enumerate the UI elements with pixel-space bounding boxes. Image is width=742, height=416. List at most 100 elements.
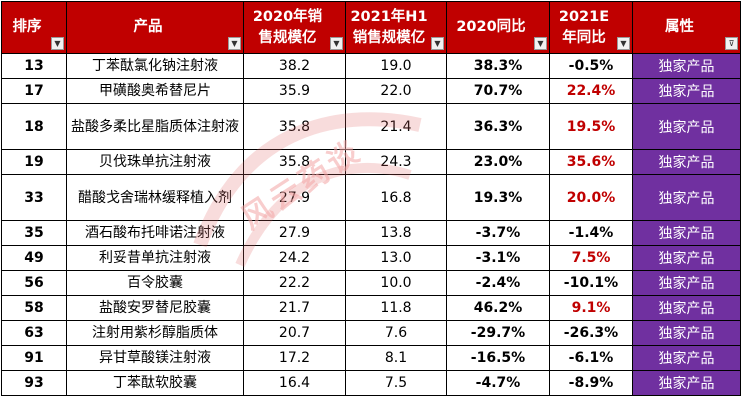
cell-product[interactable]: 注射用紫杉醇脂质体 [66, 320, 244, 346]
filter-dropdown-icon[interactable]: ▼ [330, 37, 343, 50]
cell-sales-2021h1[interactable]: 7.6 [345, 320, 447, 346]
table-row: 56 百令胶囊 22.2 10.0 -2.4% -10.1% 独家产品 [1, 270, 741, 296]
cell-attribute[interactable]: 独家产品 [632, 270, 741, 296]
cell-sales-2020[interactable]: 20.7 [243, 320, 346, 346]
cell-sales-2020[interactable]: 27.9 [243, 220, 346, 246]
filter-dropdown-icon[interactable]: ▼ [534, 37, 547, 50]
cell-sales-2021h1[interactable]: 7.5 [345, 370, 447, 396]
cell-yoy-2021e[interactable]: -10.1% [549, 270, 633, 296]
cell-rank[interactable]: 91 [1, 345, 67, 371]
cell-yoy-2020[interactable]: 38.3% [446, 53, 550, 79]
cell-sales-2021h1[interactable]: 16.8 [345, 174, 447, 221]
cell-product[interactable]: 盐酸安罗替尼胶囊 [66, 295, 244, 321]
cell-yoy-2021e[interactable]: 20.0% [549, 174, 633, 221]
cell-yoy-2020[interactable]: -16.5% [446, 345, 550, 371]
table-row: 13 丁苯酞氯化钠注射液 38.2 19.0 38.3% -0.5% 独家产品 [1, 53, 741, 79]
filter-dropdown-icon[interactable]: ▼ [617, 37, 630, 50]
cell-product[interactable]: 百令胶囊 [66, 270, 244, 296]
table-row: 58 盐酸安罗替尼胶囊 21.7 11.8 46.2% 9.1% 独家产品 [1, 295, 741, 321]
cell-sales-2021h1[interactable]: 10.0 [345, 270, 447, 296]
cell-rank[interactable]: 18 [1, 103, 67, 150]
cell-product[interactable]: 异甘草酸镁注射液 [66, 345, 244, 371]
cell-sales-2021h1[interactable]: 13.8 [345, 220, 447, 246]
cell-yoy-2020[interactable]: 70.7% [446, 78, 550, 104]
cell-yoy-2020[interactable]: -3.1% [446, 245, 550, 271]
cell-attribute[interactable]: 独家产品 [632, 103, 741, 150]
cell-product[interactable]: 丁苯酞软胶囊 [66, 370, 244, 396]
cell-product[interactable]: 盐酸多柔比星脂质体注射液 [66, 103, 244, 150]
cell-sales-2020[interactable]: 35.9 [243, 78, 346, 104]
cell-yoy-2020[interactable]: 19.3% [446, 174, 550, 221]
cell-yoy-2020[interactable]: -29.7% [446, 320, 550, 346]
cell-attribute[interactable]: 独家产品 [632, 220, 741, 246]
header-rank-label: 排序 [12, 19, 42, 35]
cell-yoy-2021e[interactable]: 7.5% [549, 245, 633, 271]
cell-attribute[interactable]: 独家产品 [632, 78, 741, 104]
cell-sales-2021h1[interactable]: 13.0 [345, 245, 447, 271]
cell-attribute[interactable]: 独家产品 [632, 295, 741, 321]
cell-sales-2020[interactable]: 22.2 [243, 270, 346, 296]
cell-attribute[interactable]: 独家产品 [632, 345, 741, 371]
cell-yoy-2021e[interactable]: -6.1% [549, 345, 633, 371]
cell-sales-2020[interactable]: 27.9 [243, 174, 346, 221]
cell-rank[interactable]: 93 [1, 370, 67, 396]
cell-sales-2020[interactable]: 21.7 [243, 295, 346, 321]
cell-sales-2021h1[interactable]: 19.0 [345, 53, 447, 79]
cell-product[interactable]: 贝伐珠单抗注射液 [66, 149, 244, 175]
cell-rank[interactable]: 56 [1, 270, 67, 296]
header-yoy-2021e-label: 2021E年同比 [558, 8, 610, 46]
cell-product[interactable]: 醋酸戈舍瑞林缓释植入剂 [66, 174, 244, 221]
header-rank: 排序 ▼ [1, 1, 67, 54]
cell-attribute[interactable]: 独家产品 [632, 174, 741, 221]
cell-rank[interactable]: 17 [1, 78, 67, 104]
cell-sales-2020[interactable]: 38.2 [243, 53, 346, 79]
cell-rank[interactable]: 63 [1, 320, 67, 346]
cell-yoy-2021e[interactable]: 9.1% [549, 295, 633, 321]
cell-yoy-2021e[interactable]: 22.4% [549, 78, 633, 104]
cell-sales-2020[interactable]: 35.8 [243, 149, 346, 175]
cell-product[interactable]: 丁苯酞氯化钠注射液 [66, 53, 244, 79]
cell-yoy-2020[interactable]: -3.7% [446, 220, 550, 246]
cell-yoy-2021e[interactable]: -8.9% [549, 370, 633, 396]
cell-rank[interactable]: 13 [1, 53, 67, 79]
cell-yoy-2020[interactable]: -2.4% [446, 270, 550, 296]
cell-attribute[interactable]: 独家产品 [632, 320, 741, 346]
cell-product[interactable]: 利妥昔单抗注射液 [66, 245, 244, 271]
cell-sales-2020[interactable]: 16.4 [243, 370, 346, 396]
cell-attribute[interactable]: 独家产品 [632, 370, 741, 396]
table-row: 93 丁苯酞软胶囊 16.4 7.5 -4.7% -8.9% 独家产品 [1, 370, 741, 396]
cell-attribute[interactable]: 独家产品 [632, 149, 741, 175]
cell-sales-2020[interactable]: 35.8 [243, 103, 346, 150]
cell-rank[interactable]: 35 [1, 220, 67, 246]
cell-sales-2020[interactable]: 24.2 [243, 245, 346, 271]
table-row: 35 酒石酸布托啡诺注射液 27.9 13.8 -3.7% -1.4% 独家产品 [1, 220, 741, 246]
cell-yoy-2021e[interactable]: -1.4% [549, 220, 633, 246]
filter-dropdown-icon[interactable]: ▼ [431, 37, 444, 50]
filter-active-icon[interactable]: ⊽ [725, 37, 738, 50]
cell-yoy-2021e[interactable]: 35.6% [549, 149, 633, 175]
cell-attribute[interactable]: 独家产品 [632, 245, 741, 271]
cell-yoy-2021e[interactable]: 19.5% [549, 103, 633, 150]
cell-yoy-2020[interactable]: 36.3% [446, 103, 550, 150]
filter-dropdown-icon[interactable]: ▼ [228, 37, 241, 50]
cell-rank[interactable]: 33 [1, 174, 67, 221]
cell-attribute[interactable]: 独家产品 [632, 53, 741, 79]
cell-product[interactable]: 甲磺酸奥希替尼片 [66, 78, 244, 104]
cell-sales-2020[interactable]: 17.2 [243, 345, 346, 371]
cell-yoy-2020[interactable]: 23.0% [446, 149, 550, 175]
cell-rank[interactable]: 19 [1, 149, 67, 175]
cell-product[interactable]: 酒石酸布托啡诺注射液 [66, 220, 244, 246]
cell-sales-2021h1[interactable]: 22.0 [345, 78, 447, 104]
cell-yoy-2021e[interactable]: -26.3% [549, 320, 633, 346]
cell-sales-2021h1[interactable]: 11.8 [345, 295, 447, 321]
cell-rank[interactable]: 58 [1, 295, 67, 321]
cell-yoy-2020[interactable]: 46.2% [446, 295, 550, 321]
cell-yoy-2021e[interactable]: -0.5% [549, 53, 633, 79]
cell-sales-2021h1[interactable]: 24.3 [345, 149, 447, 175]
cell-sales-2021h1[interactable]: 21.4 [345, 103, 447, 150]
cell-yoy-2020[interactable]: -4.7% [446, 370, 550, 396]
cell-rank[interactable]: 49 [1, 245, 67, 271]
cell-sales-2021h1[interactable]: 8.1 [345, 345, 447, 371]
filter-dropdown-icon[interactable]: ▼ [51, 37, 64, 50]
